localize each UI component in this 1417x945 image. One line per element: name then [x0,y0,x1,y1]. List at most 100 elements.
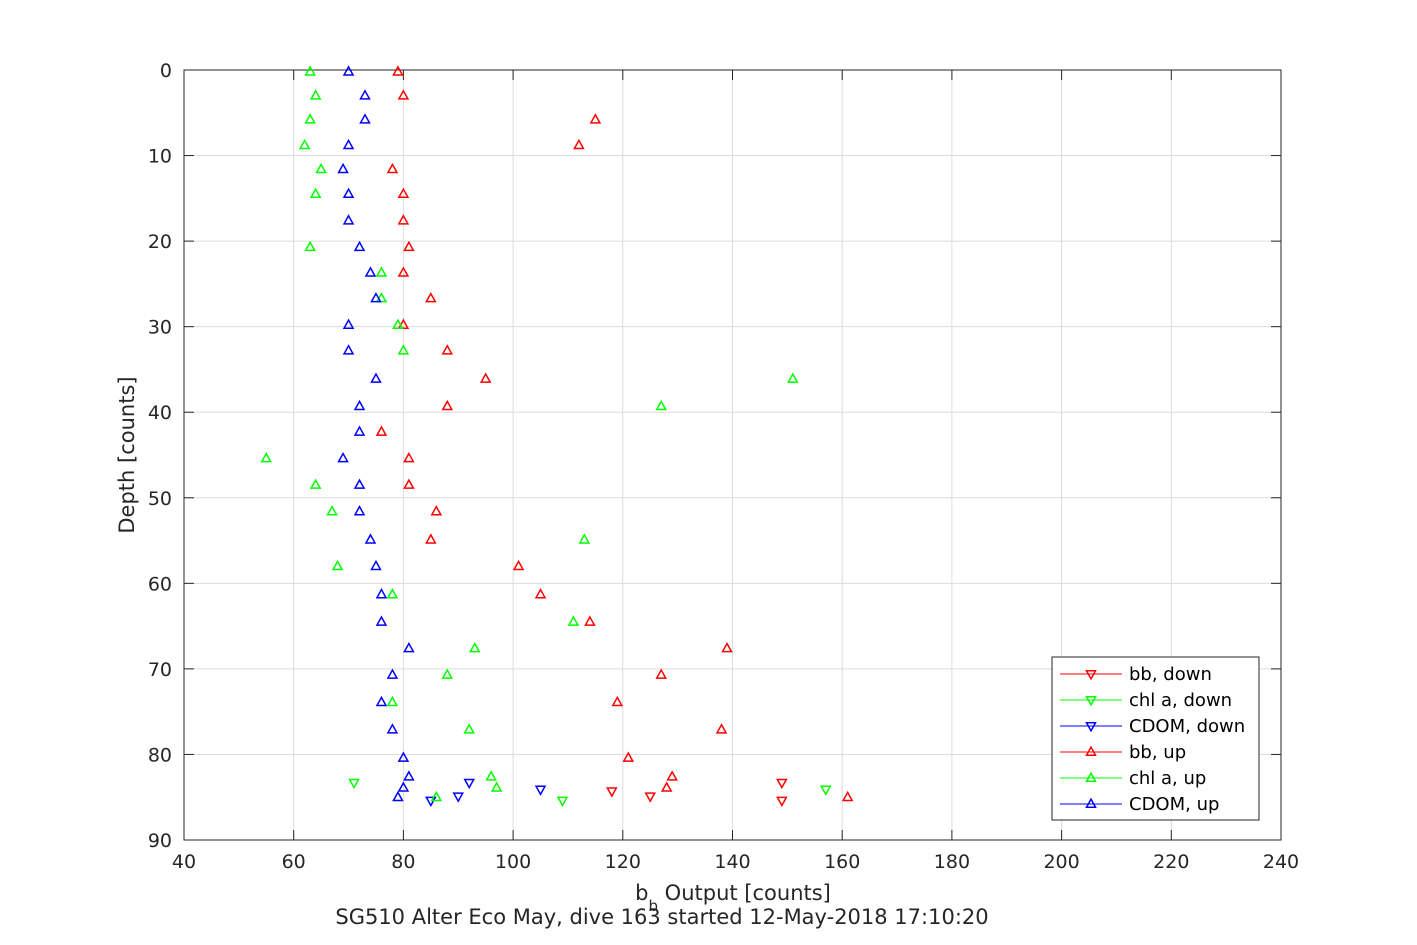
data-point-bb-up [441,399,454,411]
data-point-chl-a-down [556,796,569,808]
data-point-cdom-up [392,790,404,802]
data-point-chl-a-up [304,65,316,76]
legend-label: CDOM, down [1129,716,1245,737]
y-tick-label: 0 [160,60,172,82]
figure-caption: SG510 Alter Eco May, dive 163 started 12… [335,905,988,929]
data-point-bb-down [644,792,656,803]
data-point-cdom-up [337,452,349,463]
data-point-bb-up [430,505,443,516]
data-point-bb-up [479,372,492,383]
x-axis-title: bb Output [counts] [635,881,831,915]
data-point-cdom-up [342,65,355,76]
legend-label: bb, up [1129,742,1186,763]
data-point-cdom-up [353,240,366,252]
axes [183,69,1282,841]
y-tick-label: 70 [148,659,172,681]
data-point-cdom-up [386,723,399,734]
y-tick-label: 40 [148,402,172,424]
data-point-bb-up [660,781,673,792]
data-point-chl-a-up [485,770,497,781]
data-point-chl-a-up [309,187,322,199]
data-point-bb-up [611,695,624,707]
data-point-chl-a-down [348,778,360,790]
x-tick-label: 240 [1263,851,1299,873]
data-point-cdom-up [375,588,388,599]
data-point-cdom-up [342,318,355,329]
data-point-bb-up [715,723,728,734]
data-point-bb-down [776,778,788,790]
data-point-chl-a-up [567,615,580,626]
data-point-chl-a-up [392,318,404,329]
data-point-cdom-down [463,778,475,790]
data-point-cdom-up [397,751,410,762]
data-point-chl-a-up [468,641,481,653]
data-point-cdom-down [452,792,465,803]
data-point-bb-up [403,478,415,489]
tick-labels: 40 60 80 100 120 140 160 180 200 220 240 0 10 20 30 40 5… [148,60,1299,873]
data-point-chl-a-up [490,781,503,792]
data-point-chl-a-up [430,790,443,802]
x-axis-title-subscript: b [648,897,658,915]
data-point-chl-a-up [304,113,316,124]
y-tick-label: 60 [148,573,172,595]
data-point-bb-up [721,641,733,653]
data-point-cdom-up [364,533,377,544]
x-tick-label: 60 [282,851,306,873]
legend-marker [1085,670,1097,681]
data-point-chl-a-up [463,723,475,734]
data-point-bb-up [403,452,415,463]
data-point-cdom-up [359,89,371,100]
legend-marker [1085,797,1097,808]
data-point-chl-a-up [298,138,311,150]
data-point-cdom-up [359,113,371,124]
data-point-chl-a-up [386,695,399,707]
legend-label: chl a, up [1129,768,1206,789]
x-tick-label: 180 [934,851,970,873]
data-point-cdom-up [375,615,388,626]
data-point-cdom-up [370,292,382,303]
data-point-cdom-up [337,162,349,174]
x-tick-label: 140 [714,851,750,873]
data-point-bb-up [403,240,415,252]
data-points [260,65,854,808]
data-point-cdom-up [353,478,366,489]
y-tick-label: 10 [148,146,172,168]
data-point-cdom-up [403,641,415,653]
y-axis-title: Depth [counts] [115,376,139,533]
data-point-cdom-up [403,770,415,781]
data-point-bb-up [441,344,454,355]
legend: bb, down chl a, down CDOM, down bb, up chl a… [1051,656,1260,821]
data-point-chl-a-up [326,505,338,516]
x-tick-label: 80 [391,851,415,873]
data-point-chl-a-down [819,785,832,796]
data-point-cdom-up [375,695,388,707]
data-point-cdom-up [353,399,366,411]
legend-marker [1085,771,1097,782]
data-point-cdom-up [397,781,410,792]
data-point-chl-a-up [386,588,399,599]
x-tick-label: 120 [605,851,641,873]
data-point-chl-a-up [315,162,327,174]
legend-marker [1085,745,1097,756]
y-tick-label: 90 [148,830,172,852]
data-point-bb-up [397,89,410,100]
y-tick-label: 50 [148,488,172,510]
data-point-cdom-down [425,796,437,808]
data-point-chl-a-up [309,89,322,100]
data-point-cdom-down [534,785,547,796]
data-point-bb-up [841,790,854,802]
data-point-chl-a-up [331,559,344,571]
data-point-chl-a-up [397,344,410,355]
y-tick-label: 80 [148,744,172,766]
data-point-bb-up [397,318,410,329]
x-tick-label: 100 [495,851,531,873]
data-point-bb-up [534,588,547,599]
data-point-bb-up [584,615,596,626]
legend-box [1051,656,1260,821]
legend-label: chl a, down [1129,690,1232,711]
data-point-bb-up [375,425,388,436]
data-point-chl-a-up [304,240,316,252]
data-point-bb-up [397,214,410,225]
data-point-bb-up [386,162,399,174]
